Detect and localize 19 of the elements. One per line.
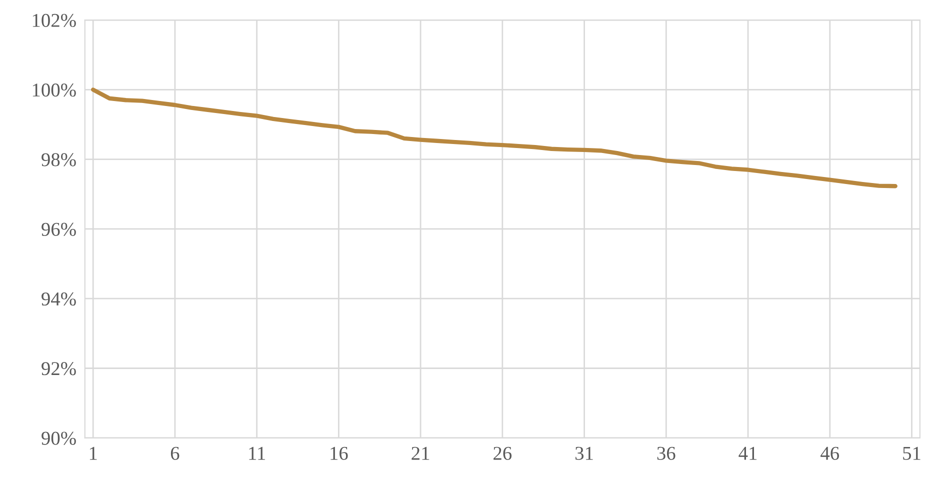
x-tick-label: 16 bbox=[330, 446, 348, 460]
x-tick-label: 26 bbox=[494, 446, 512, 460]
x-tick-label: 41 bbox=[738, 446, 757, 460]
x-tick-label: 11 bbox=[249, 446, 266, 460]
x-tick-label: 1 bbox=[90, 446, 97, 460]
y-tick-label: 92% bbox=[42, 362, 76, 376]
y-tick-label: 94% bbox=[42, 292, 76, 306]
x-tick-label: 21 bbox=[412, 446, 430, 460]
x-tick-label: 46 bbox=[820, 446, 840, 460]
y-tick-label: 102% bbox=[32, 14, 76, 28]
y-tick-label: 100% bbox=[32, 83, 76, 97]
x-tick-label: 36 bbox=[657, 446, 676, 460]
y-tick-label: 98% bbox=[42, 153, 76, 166]
x-tick-label: 31 bbox=[575, 446, 593, 460]
y-tick-label: 96% bbox=[42, 222, 76, 236]
y-tick-label: 90% bbox=[42, 432, 76, 445]
x-tick-label: 51 bbox=[903, 446, 920, 460]
line-series bbox=[91, 88, 898, 188]
x-tick-label: 6 bbox=[170, 446, 180, 460]
